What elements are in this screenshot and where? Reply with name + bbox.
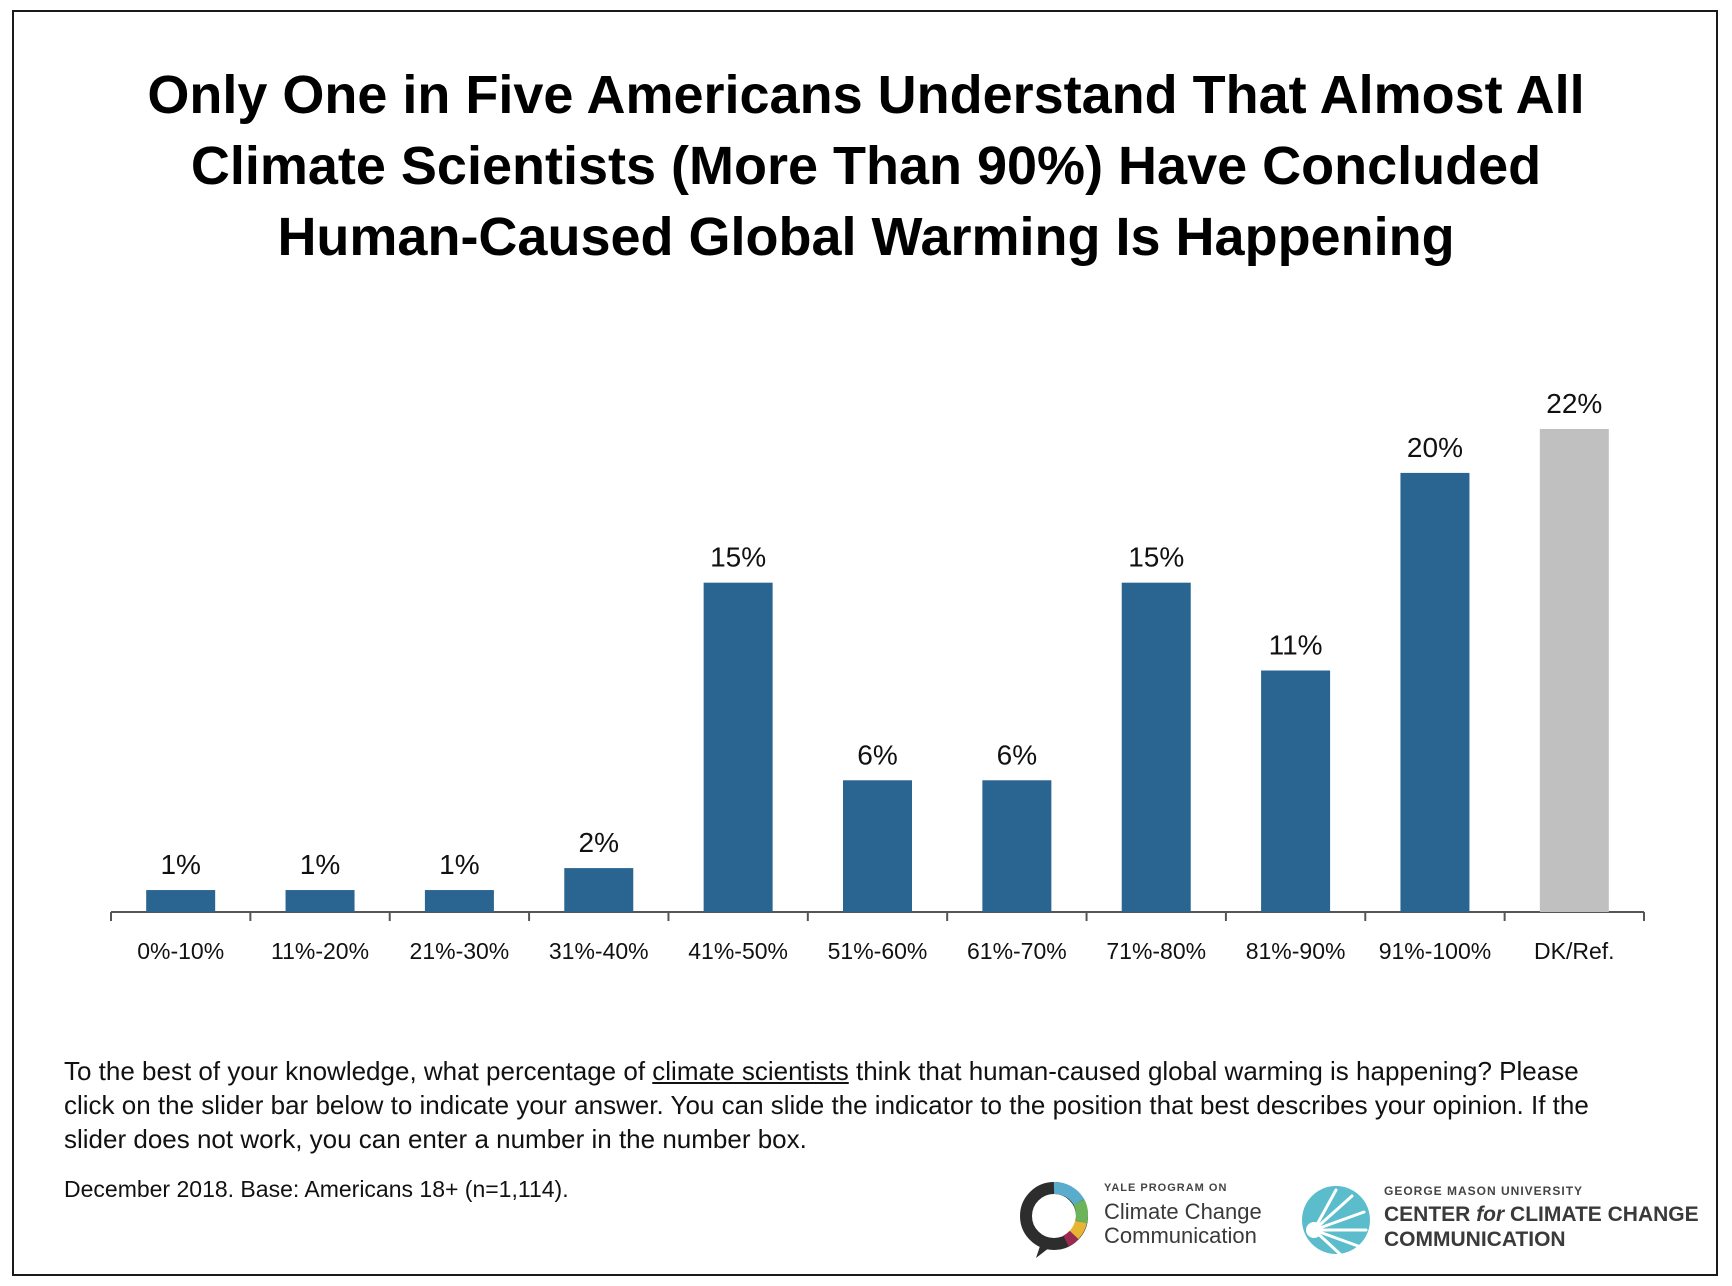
yale-logo-line-2: Communication bbox=[1104, 1223, 1257, 1248]
yale-logo-line-1: Climate Change bbox=[1104, 1199, 1262, 1224]
bar bbox=[146, 890, 216, 912]
gmu-line1-c: CLIMATE CHANGE bbox=[1504, 1203, 1699, 1226]
x-tick-label: 11%-20% bbox=[271, 938, 369, 964]
data-label: 6% bbox=[857, 739, 897, 770]
x-tick-label: DK/Ref. bbox=[1534, 938, 1615, 964]
gmu-line1-a: CENTER bbox=[1384, 1203, 1477, 1226]
yale-logo: YALE PROGRAM ON Climate Change Communica… bbox=[1016, 1178, 1276, 1262]
title-line-2: Climate Scientists (More Than 90%) Have … bbox=[190, 136, 1542, 196]
yale-logo-name: Climate Change Communication bbox=[1104, 1200, 1262, 1248]
gmu-line1-for: for bbox=[1476, 1203, 1505, 1226]
yale-logo-small-text: YALE PROGRAM ON bbox=[1104, 1182, 1228, 1194]
question-after: think that human-caused global warming i… bbox=[64, 1056, 1589, 1154]
slide-frame bbox=[12, 10, 1718, 1276]
gmu-logo-line-1: CENTER for CLIMATE CHANGE bbox=[1384, 1202, 1699, 1227]
bar bbox=[1400, 472, 1470, 912]
x-tick-label: 71%-80% bbox=[1106, 938, 1206, 964]
source-note: December 2018. Base: Americans 18+ (n=1,… bbox=[64, 1176, 569, 1202]
data-label: 20% bbox=[1407, 432, 1463, 463]
bar bbox=[1121, 582, 1191, 912]
data-label: 15% bbox=[710, 542, 766, 573]
x-tick-label: 31%-40% bbox=[549, 938, 649, 964]
gmu-logo-name: CENTER for CLIMATE CHANGE COMMUNICATION bbox=[1384, 1202, 1699, 1252]
bar bbox=[424, 890, 494, 912]
data-label: 1% bbox=[300, 849, 340, 880]
data-label: 1% bbox=[160, 849, 200, 880]
data-label: 15% bbox=[1128, 542, 1184, 573]
bar bbox=[703, 582, 773, 912]
x-tick-label: 81%-90% bbox=[1246, 938, 1346, 964]
question-before: To the best of your knowledge, what perc… bbox=[64, 1056, 653, 1086]
chart-title: Only One in Five Americans Understand Th… bbox=[0, 60, 1732, 273]
gmu-logo: GEORGE MASON UNIVERSITY CENTER for CLIMA… bbox=[1292, 1178, 1699, 1262]
data-label: 1% bbox=[439, 849, 479, 880]
speech-bubble-ring-icon bbox=[1020, 1182, 1088, 1258]
x-tick-label: 51%-60% bbox=[828, 938, 928, 964]
x-tick-label: 91%-100% bbox=[1379, 938, 1492, 964]
x-tick-label: 61%-70% bbox=[967, 938, 1067, 964]
gmu-logo-line-2: COMMUNICATION bbox=[1384, 1228, 1566, 1251]
sunburst-circle-icon bbox=[1302, 1186, 1370, 1256]
x-tick-label: 0%-10% bbox=[137, 938, 224, 964]
bar-chart: 1% 0%-10% 1% 11%-20% 1% 21%-30% 2% 31%-40% 15% 41… bbox=[110, 388, 1645, 964]
data-label: 2% bbox=[579, 827, 619, 858]
data-label: 6% bbox=[997, 739, 1037, 770]
gmu-logo-small-text: GEORGE MASON UNIVERSITY bbox=[1384, 1184, 1584, 1198]
x-tick-label: 41%-50% bbox=[688, 938, 788, 964]
data-label: 22% bbox=[1546, 388, 1602, 419]
bar bbox=[982, 780, 1052, 912]
question-underlined: climate scientists bbox=[652, 1056, 849, 1086]
bar bbox=[1539, 429, 1609, 912]
x-tick-label: 21%-30% bbox=[410, 938, 510, 964]
survey-question: To the best of your knowledge, what perc… bbox=[64, 1054, 1624, 1156]
bar bbox=[1261, 670, 1331, 912]
title-line-3: Human-Caused Global Warming Is Happening bbox=[277, 207, 1455, 267]
bar bbox=[564, 868, 634, 912]
bar bbox=[843, 780, 912, 912]
bar bbox=[285, 890, 355, 912]
title-line-1: Only One in Five Americans Understand Th… bbox=[147, 65, 1585, 125]
data-label: 11% bbox=[1269, 630, 1323, 661]
